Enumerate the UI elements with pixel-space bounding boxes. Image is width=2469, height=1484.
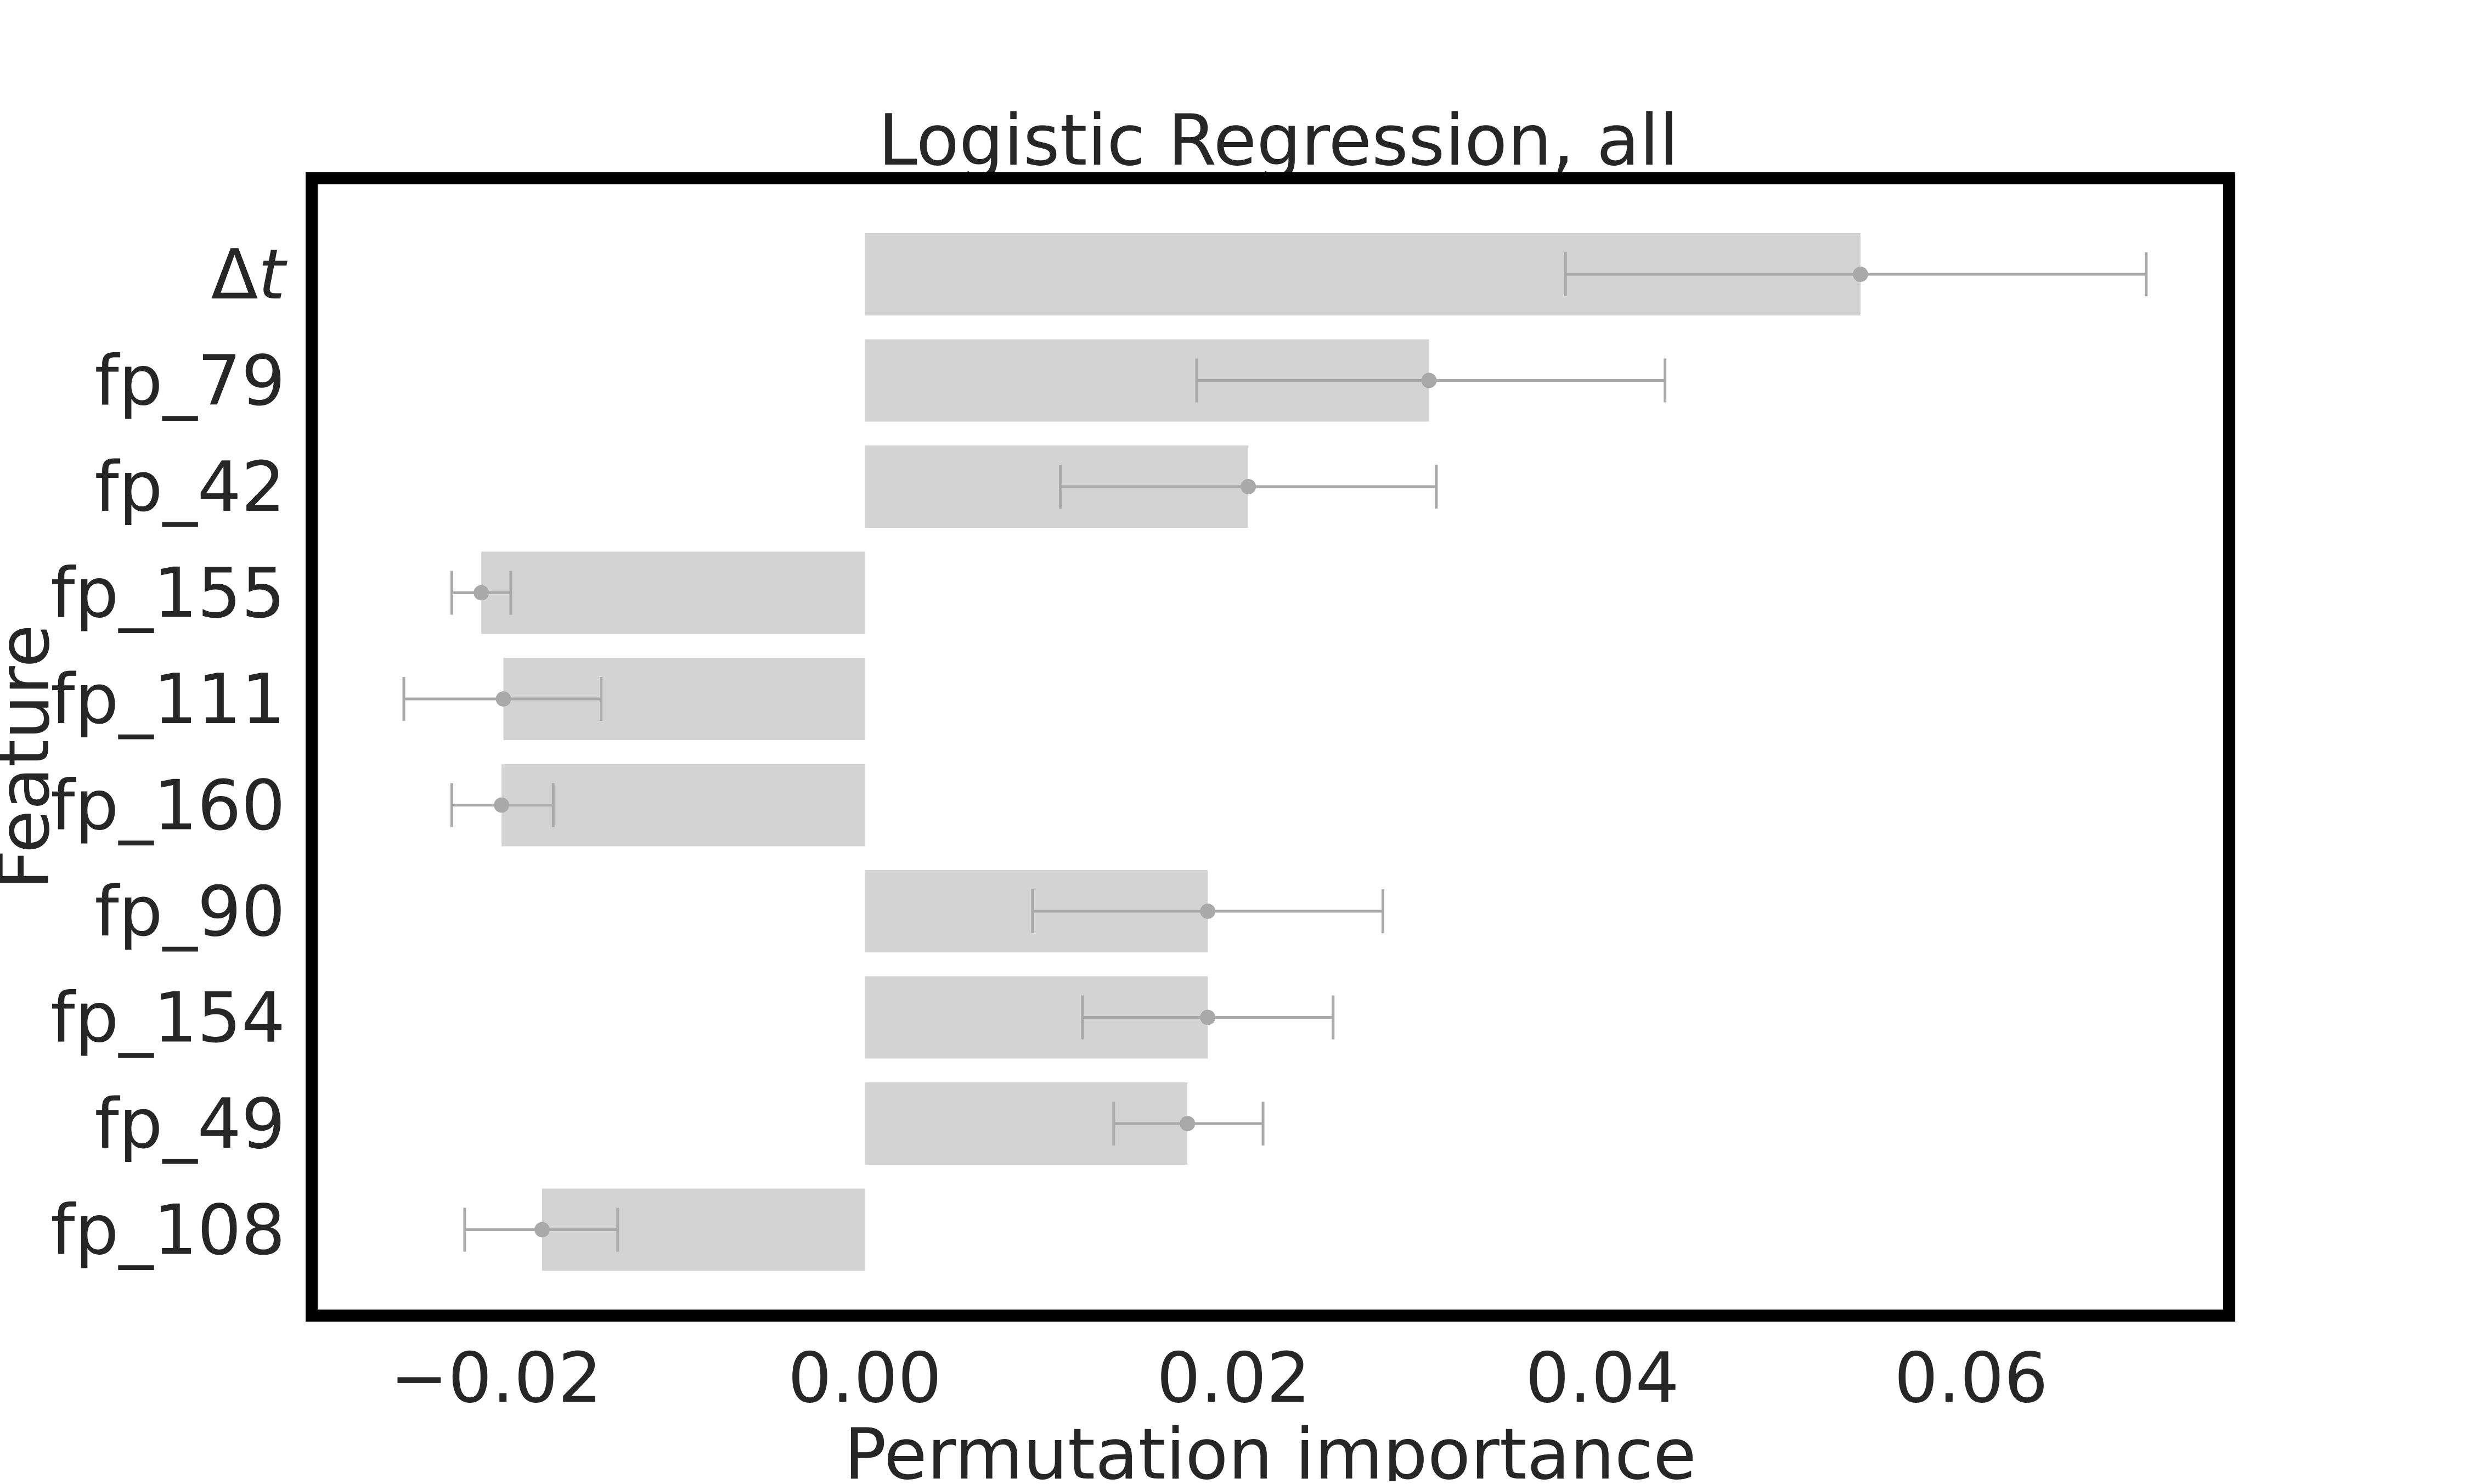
error-point-1 bbox=[1421, 373, 1437, 388]
error-bar-5 bbox=[450, 783, 555, 827]
error-point-2 bbox=[1241, 479, 1256, 494]
x-tick-label-0: −0.02 bbox=[390, 1338, 602, 1418]
y-tick-label-3: fp_155 bbox=[50, 553, 285, 634]
y-tick-label-1: fp_79 bbox=[94, 341, 285, 421]
chart-title: Logistic Regression, all bbox=[878, 100, 1679, 182]
x-tick-label-3: 0.04 bbox=[1525, 1338, 1679, 1418]
error-bar-9 bbox=[463, 1207, 619, 1252]
error-bars-layer bbox=[402, 252, 2148, 1252]
error-bar-8 bbox=[1112, 1102, 1265, 1146]
error-bar-0 bbox=[1564, 252, 2148, 296]
y-tick-label-5: fp_160 bbox=[50, 765, 285, 846]
bars-layer bbox=[481, 233, 1861, 1271]
y-tick-label-2: fp_42 bbox=[94, 447, 285, 527]
plot-frame bbox=[306, 172, 2235, 1322]
y-tick-label-4: fp_111 bbox=[50, 659, 285, 740]
y-tick-label-8: fp_49 bbox=[94, 1084, 285, 1164]
x-tick-labels: −0.02 0.00 0.02 0.04 0.06 bbox=[390, 1338, 2048, 1418]
error-bar-3 bbox=[450, 571, 512, 615]
x-tick-label-1: 0.00 bbox=[788, 1338, 942, 1418]
error-point-3 bbox=[473, 585, 489, 601]
error-point-9 bbox=[534, 1222, 550, 1238]
y-tick-label-9: fp_108 bbox=[50, 1190, 285, 1271]
bar-5 bbox=[501, 764, 865, 847]
x-tick-label-2: 0.02 bbox=[1157, 1338, 1311, 1418]
error-point-4 bbox=[495, 691, 511, 707]
x-axis-label: Permutation importance bbox=[844, 1414, 1696, 1481]
y-tick-labels: Δt fp_79 fp_42 fp_155 fp_111 fp_160 fp_90 fp_15… bbox=[50, 234, 288, 1271]
x-tick-label-4: 0.06 bbox=[1894, 1338, 2048, 1418]
error-point-7 bbox=[1200, 1009, 1216, 1025]
error-bar-4 bbox=[402, 677, 603, 721]
error-bar-6 bbox=[1031, 889, 1384, 933]
y-tick-label-7: fp_154 bbox=[50, 978, 285, 1058]
y-tick-label-6: fp_90 bbox=[94, 871, 285, 952]
error-point-8 bbox=[1180, 1116, 1196, 1131]
y-tick-label-0: Δt bbox=[211, 234, 288, 315]
error-point-6 bbox=[1200, 904, 1216, 919]
error-bar-1 bbox=[1195, 358, 1667, 403]
error-bar-2 bbox=[1058, 465, 1438, 509]
error-point-5 bbox=[494, 797, 510, 813]
error-bar-7 bbox=[1081, 995, 1335, 1040]
error-point-0 bbox=[1852, 267, 1868, 282]
bar-3 bbox=[481, 551, 865, 634]
y-axis-label: Feature bbox=[0, 624, 65, 890]
